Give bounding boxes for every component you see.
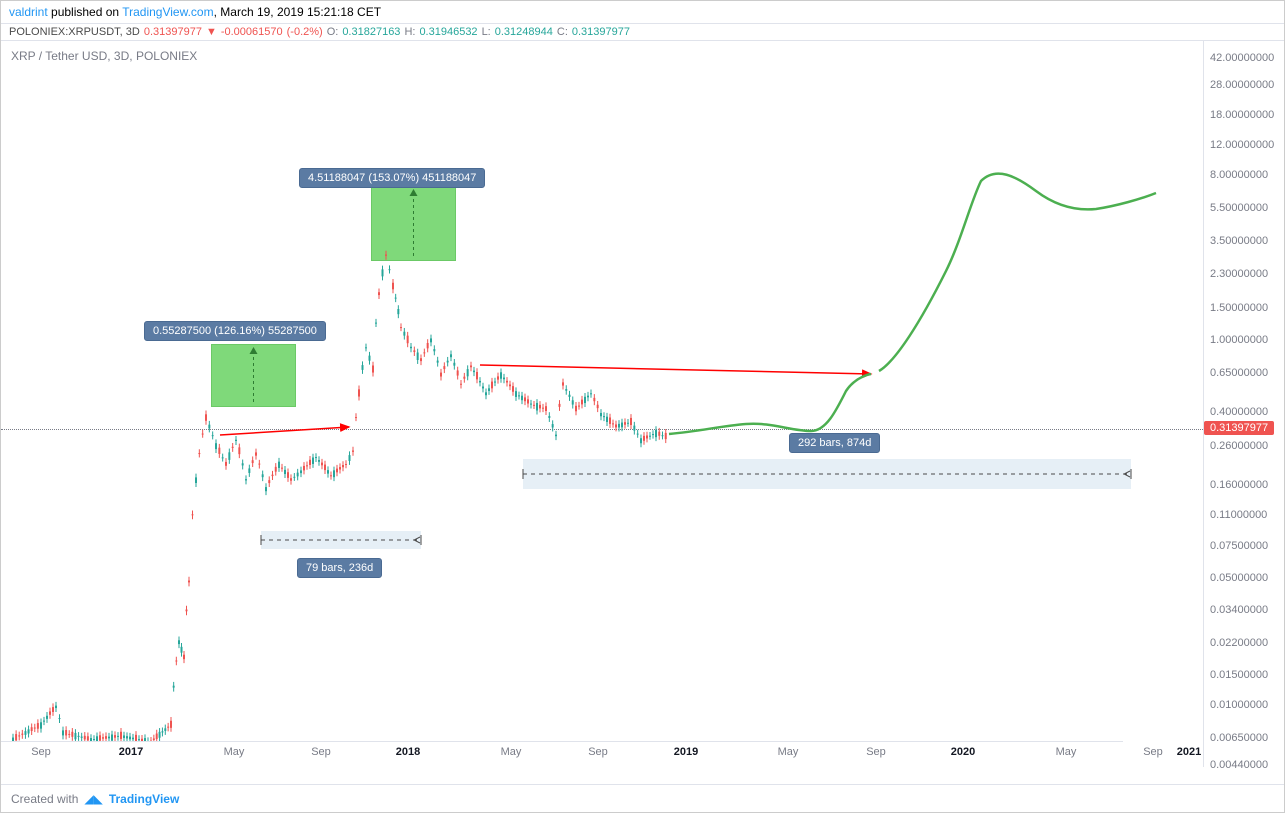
y-axis-tick: 0.05000000 — [1210, 572, 1268, 584]
y-axis-tick: 0.02200000 — [1210, 637, 1268, 649]
brand-name[interactable]: TradingView — [109, 792, 179, 806]
tradingview-logo-icon: ◢◣ — [84, 792, 102, 806]
x-axis-tick: 2018 — [396, 746, 420, 758]
price-change-pct: (-0.2%) — [287, 26, 323, 38]
y-axis-tick: 42.00000000 — [1210, 52, 1274, 64]
x-axis-tick: 2020 — [951, 746, 975, 758]
y-axis-tick: 2.30000000 — [1210, 268, 1268, 280]
y-axis-tick: 0.01500000 — [1210, 669, 1268, 681]
info-pill-top_box: 4.51188047 (153.07%) 451188047 — [299, 168, 485, 188]
x-axis-tick: Sep — [1143, 746, 1163, 758]
y-axis-tick: 5.50000000 — [1210, 202, 1268, 214]
y-axis-tick: 0.03400000 — [1210, 604, 1268, 616]
y-axis-tick: 0.11000000 — [1210, 509, 1267, 521]
created-with-label: Created with — [11, 792, 78, 806]
y-axis-tick: 8.00000000 — [1210, 169, 1268, 181]
chart-area[interactable]: XRP / Tether USD, 3D, POLONIEX 4.5118804… — [1, 41, 1204, 767]
price-change: -0.00061570 — [221, 26, 283, 38]
info-pill-bars1: 79 bars, 236d — [297, 558, 382, 578]
l-label: L: — [482, 26, 491, 38]
publish-header: valdrint published on TradingView.com, M… — [1, 1, 1284, 24]
y-axis-tick: 18.00000000 — [1210, 109, 1274, 121]
y-axis-tick: 0.26000000 — [1210, 440, 1268, 452]
x-axis: Sep 2017 May Sep 2018 May Sep 2019 May Sep 2020 May… — [1, 741, 1123, 767]
y-axis-tick: 1.50000000 — [1210, 302, 1268, 314]
chart-container[interactable]: XRP / Tether USD, 3D, POLONIEX 4.5118804… — [1, 41, 1284, 767]
x-axis-tick: May — [778, 746, 799, 758]
y-axis: 42.00000000 28.00000000 18.00000000 12.0000… — [1204, 41, 1284, 767]
current-price-tag: 0.31397977 — [1204, 421, 1274, 435]
x-axis-tick: 2021 — [1177, 746, 1201, 758]
x-axis-tick: May — [1056, 746, 1077, 758]
x-axis-tick: Sep — [31, 746, 51, 758]
footer: Created with ◢◣ TradingView — [1, 784, 1284, 812]
y-axis-tick: 0.01000000 — [1210, 699, 1268, 711]
o-label: O: — [327, 26, 339, 38]
y-axis-tick: 3.50000000 — [1210, 235, 1268, 247]
x-axis-tick: May — [224, 746, 245, 758]
x-axis-tick: Sep — [866, 746, 886, 758]
x-axis-tick: 2019 — [674, 746, 698, 758]
y-axis-tick: 1.00000000 — [1210, 334, 1268, 346]
y-axis-tick: 0.00650000 — [1210, 732, 1268, 744]
site-link[interactable]: TradingView.com — [122, 5, 213, 19]
y-axis-tick: 0.00440000 — [1210, 759, 1268, 771]
y-axis-tick: 0.16000000 — [1210, 479, 1268, 491]
x-axis-tick: May — [501, 746, 522, 758]
down-arrow-icon: ▼ — [206, 26, 217, 38]
published-text: published on — [51, 5, 119, 19]
y-axis-tick: 12.00000000 — [1210, 139, 1274, 151]
x-axis-tick: Sep — [311, 746, 331, 758]
y-axis-tick: 0.07500000 — [1210, 540, 1268, 552]
info-pill-left_box: 0.55287500 (126.16%) 55287500 — [144, 321, 326, 341]
h-value: 0.31946532 — [419, 26, 477, 38]
c-value: 0.31397977 — [572, 26, 630, 38]
h-label: H: — [404, 26, 415, 38]
projection-box — [211, 344, 296, 407]
chart-title: XRP / Tether USD, 3D, POLONIEX — [11, 49, 197, 63]
projection-box — [371, 186, 456, 261]
y-axis-tick: 0.65000000 — [1210, 367, 1268, 379]
author-link[interactable]: valdrint — [9, 5, 48, 19]
info-pill-bars2: 292 bars, 874d — [789, 433, 880, 453]
x-axis-tick: Sep — [588, 746, 608, 758]
y-axis-tick: 0.40000000 — [1210, 406, 1268, 418]
ohlc-bar: POLONIEX:XRPUSDT, 3D 0.31397977 ▼ -0.000… — [1, 24, 1284, 41]
price-line — [1, 429, 1203, 430]
o-value: 0.31827163 — [342, 26, 400, 38]
ticker-label: POLONIEX:XRPUSDT, 3D — [9, 26, 140, 38]
publish-timestamp: March 19, 2019 15:21:18 CET — [220, 5, 381, 19]
c-label: C: — [557, 26, 568, 38]
chart-svg — [1, 41, 1201, 741]
l-value: 0.31248944 — [495, 26, 553, 38]
y-axis-tick: 28.00000000 — [1210, 79, 1274, 91]
last-price: 0.31397977 — [144, 26, 202, 38]
x-axis-tick: 2017 — [119, 746, 143, 758]
